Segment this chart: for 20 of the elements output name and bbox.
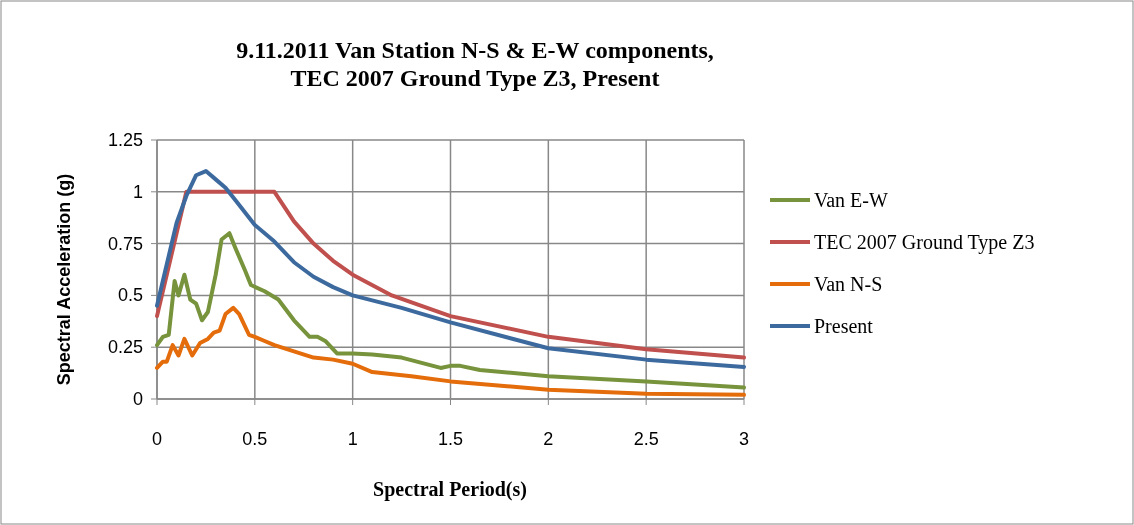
y-tick-label: 0.25: [107, 337, 143, 358]
y-tick-label: 0.5: [117, 285, 143, 306]
legend-label: Van N-S: [814, 273, 883, 295]
legend-label: Present: [814, 315, 874, 337]
y-tick-label: 1.25: [107, 130, 143, 150]
x-tick-label: 1.5: [437, 429, 464, 449]
chart-title: 9.11.2011 Van Station N-S & E-W components, TEC 2007 Ground Type Z3, Present: [236, 37, 714, 91]
x-tick-label: 0: [151, 429, 163, 449]
y-tick-label: 0: [132, 389, 143, 409]
y-tick-label: 0.75: [107, 233, 143, 254]
x-axis-title: Spectral Period(s): [373, 478, 527, 501]
x-tick-label: 2: [543, 429, 554, 449]
x-tick-label: 2.5: [633, 429, 659, 449]
legend-label: TEC 2007 Ground Type Z3: [814, 231, 1035, 254]
x-tick-label: 1: [347, 429, 358, 449]
y-tick-label: 1: [132, 181, 143, 202]
y-axis-title: Spectral Acceleration (g): [54, 173, 74, 386]
x-tick-label: 3: [738, 429, 750, 449]
x-tick-label: 0.5: [242, 429, 268, 449]
legend-label: Van E-W: [814, 189, 888, 211]
